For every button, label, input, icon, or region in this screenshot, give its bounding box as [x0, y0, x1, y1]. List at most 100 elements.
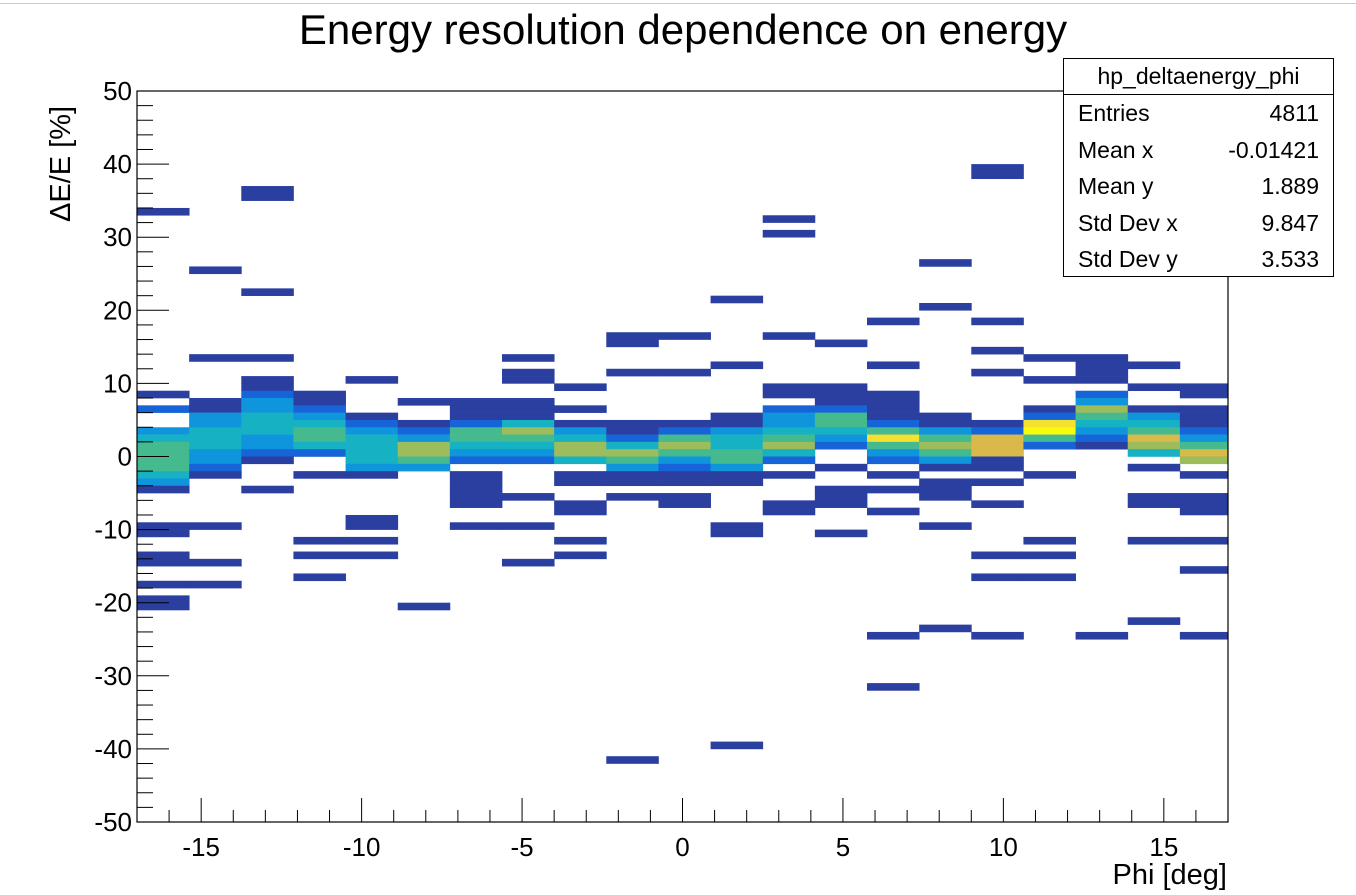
heatmap-cell [502, 456, 555, 465]
heatmap-cell [189, 456, 242, 465]
heatmap-cell [397, 463, 451, 472]
y-tick-label: 50 [103, 76, 132, 106]
heatmap-cell [241, 186, 294, 194]
heatmap-cell [241, 376, 294, 384]
heatmap-cell [241, 193, 294, 201]
heatmap-cell [971, 427, 1024, 435]
heatmap-cell [397, 456, 451, 465]
heatmap-cell [554, 456, 607, 465]
stats-label: Mean x [1078, 136, 1154, 163]
heatmap-cell [345, 376, 399, 384]
heatmap-cell [1127, 493, 1181, 501]
heatmap-cell [814, 493, 868, 501]
heatmap-cell [293, 405, 346, 413]
stats-value: -0.01421 [1228, 136, 1319, 163]
heatmap-cell [971, 317, 1024, 326]
heatmap-cell [345, 419, 399, 428]
heatmap-cell [919, 419, 972, 428]
y-tick-label: -40 [94, 734, 132, 764]
heatmap-cell [293, 398, 346, 406]
heatmap-cells [137, 164, 1229, 764]
heatmap-cell [345, 412, 399, 421]
stats-label: Mean y [1078, 173, 1154, 199]
heatmap-cell [971, 456, 1024, 465]
heatmap-cell [606, 756, 659, 764]
heatmap-cell [1127, 383, 1181, 392]
heatmap-cell [137, 602, 190, 611]
heatmap-cell [606, 419, 659, 428]
heatmap-cell [293, 412, 346, 421]
heatmap-cell [971, 164, 1024, 172]
heatmap-cell [293, 449, 346, 457]
heatmap-cell [241, 485, 294, 494]
heatmap-cell [971, 434, 1024, 443]
heatmap-cell [189, 405, 242, 413]
heatmap-cell [189, 471, 242, 479]
heatmap-cell [502, 405, 555, 413]
heatmap-cell [449, 500, 503, 508]
heatmap-cell [502, 398, 555, 406]
heatmap-cell [1127, 463, 1181, 472]
heatmap-cell [502, 493, 555, 501]
heatmap-cell [971, 346, 1024, 355]
heatmap-cell [762, 215, 816, 223]
heatmap-cell [554, 405, 607, 413]
heatmap-cell [867, 419, 920, 428]
heatmap-cell [137, 463, 190, 472]
heatmap-cell [449, 398, 503, 406]
heatmap-cell [1179, 456, 1229, 465]
heatmap-cell [867, 631, 920, 640]
heatmap-cell [919, 493, 972, 501]
heatmap-cell [658, 441, 711, 450]
heatmap-cell [554, 536, 607, 545]
heatmap-cell [1023, 376, 1076, 384]
heatmap-cell [1075, 419, 1129, 428]
heatmap-cell [1179, 441, 1229, 450]
heatmap-cell [1127, 361, 1181, 370]
heatmap-cell [449, 441, 503, 450]
heatmap-cell [189, 441, 242, 450]
heatmap-cell [345, 514, 399, 523]
heatmap-cell [814, 463, 868, 472]
heatmap-cell [189, 412, 242, 421]
heatmap-cell [762, 229, 816, 238]
heatmap-cell [762, 412, 816, 421]
heatmap-cell [1023, 427, 1076, 435]
heatmap-cell [293, 551, 346, 560]
heatmap-cell [606, 427, 659, 435]
heatmap-cell [189, 266, 242, 275]
heatmap-cell [814, 441, 868, 450]
heatmap-cell [1179, 566, 1229, 574]
heatmap-cell [1127, 427, 1181, 435]
heatmap-cell [1179, 383, 1229, 392]
heatmap-cell [710, 463, 764, 472]
heatmap-cell [1179, 390, 1229, 399]
heatmap-cell [1023, 441, 1076, 450]
heatmap-cell [502, 441, 555, 450]
heatmap-cell [502, 354, 555, 362]
heatmap-cell [762, 390, 816, 399]
heatmap-cell [1075, 368, 1129, 377]
stats-label: Std Dev y [1078, 246, 1178, 272]
heatmap-cell [919, 624, 972, 633]
heatmap-cell [1075, 376, 1129, 384]
heatmap-cell [1023, 551, 1076, 560]
stats-rows: Entries 4811 Mean x -0.01421 Mean y 1.889 Std … [1064, 95, 1333, 278]
heatmap-cell [189, 354, 242, 362]
heatmap-cell [606, 434, 659, 443]
heatmap-cell [710, 419, 764, 428]
heatmap-cell [449, 493, 503, 501]
heatmap-cell [1023, 419, 1076, 428]
x-axis-label: Phi [deg] [1113, 859, 1227, 891]
heatmap-cell [137, 471, 190, 479]
heatmap-cell [1127, 412, 1181, 421]
heatmap-cell [345, 471, 399, 479]
heatmap-cell [293, 390, 346, 399]
heatmap-cell [867, 456, 920, 465]
heatmap-cell [137, 390, 190, 399]
heatmap-cell [189, 580, 242, 589]
heatmap-cell [971, 500, 1024, 508]
heatmap-cell [814, 398, 868, 406]
heatmap-cell [189, 558, 242, 567]
heatmap-cell [554, 500, 607, 508]
